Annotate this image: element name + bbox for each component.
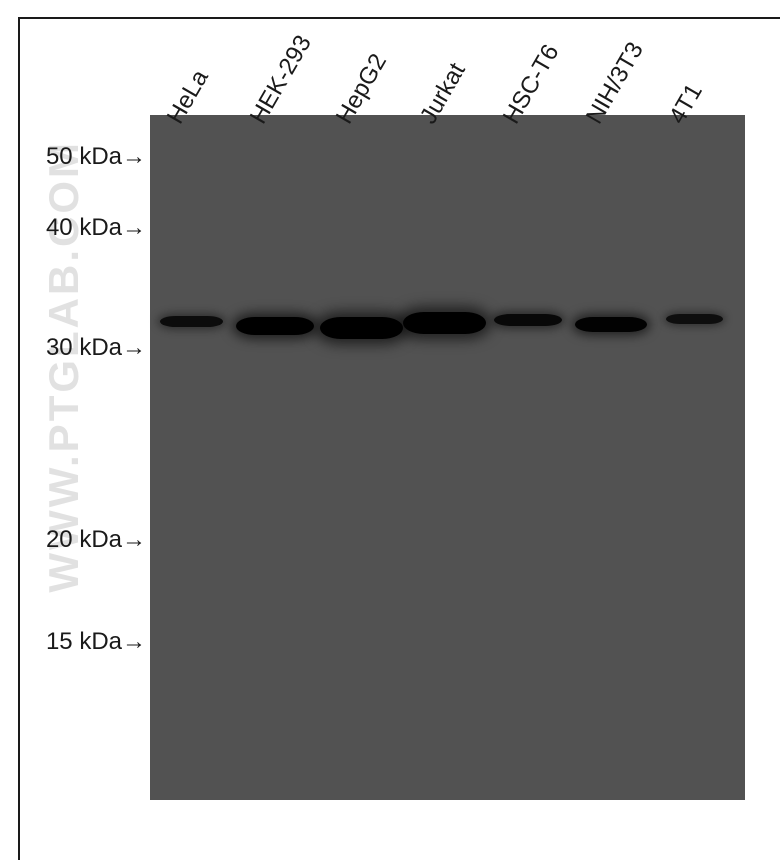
mw-marker-label: 30 kDa→ xyxy=(46,334,146,362)
band xyxy=(494,314,562,326)
band xyxy=(236,317,313,335)
band xyxy=(403,312,486,334)
frame-top xyxy=(18,17,780,19)
band xyxy=(160,316,222,327)
blot-figure: WWW.PTGLAB.COM 50 kDa→40 kDa→30 kDa→20 k… xyxy=(0,0,780,860)
band xyxy=(575,317,646,332)
mw-marker-label: 40 kDa→ xyxy=(46,214,146,242)
mw-marker-label: 50 kDa→ xyxy=(46,143,146,171)
frame-left xyxy=(18,17,20,860)
mw-marker-label: 20 kDa→ xyxy=(46,526,146,554)
band xyxy=(320,317,403,339)
band xyxy=(666,314,723,324)
mw-marker-label: 15 kDa→ xyxy=(46,628,146,656)
blot-membrane xyxy=(150,115,745,800)
